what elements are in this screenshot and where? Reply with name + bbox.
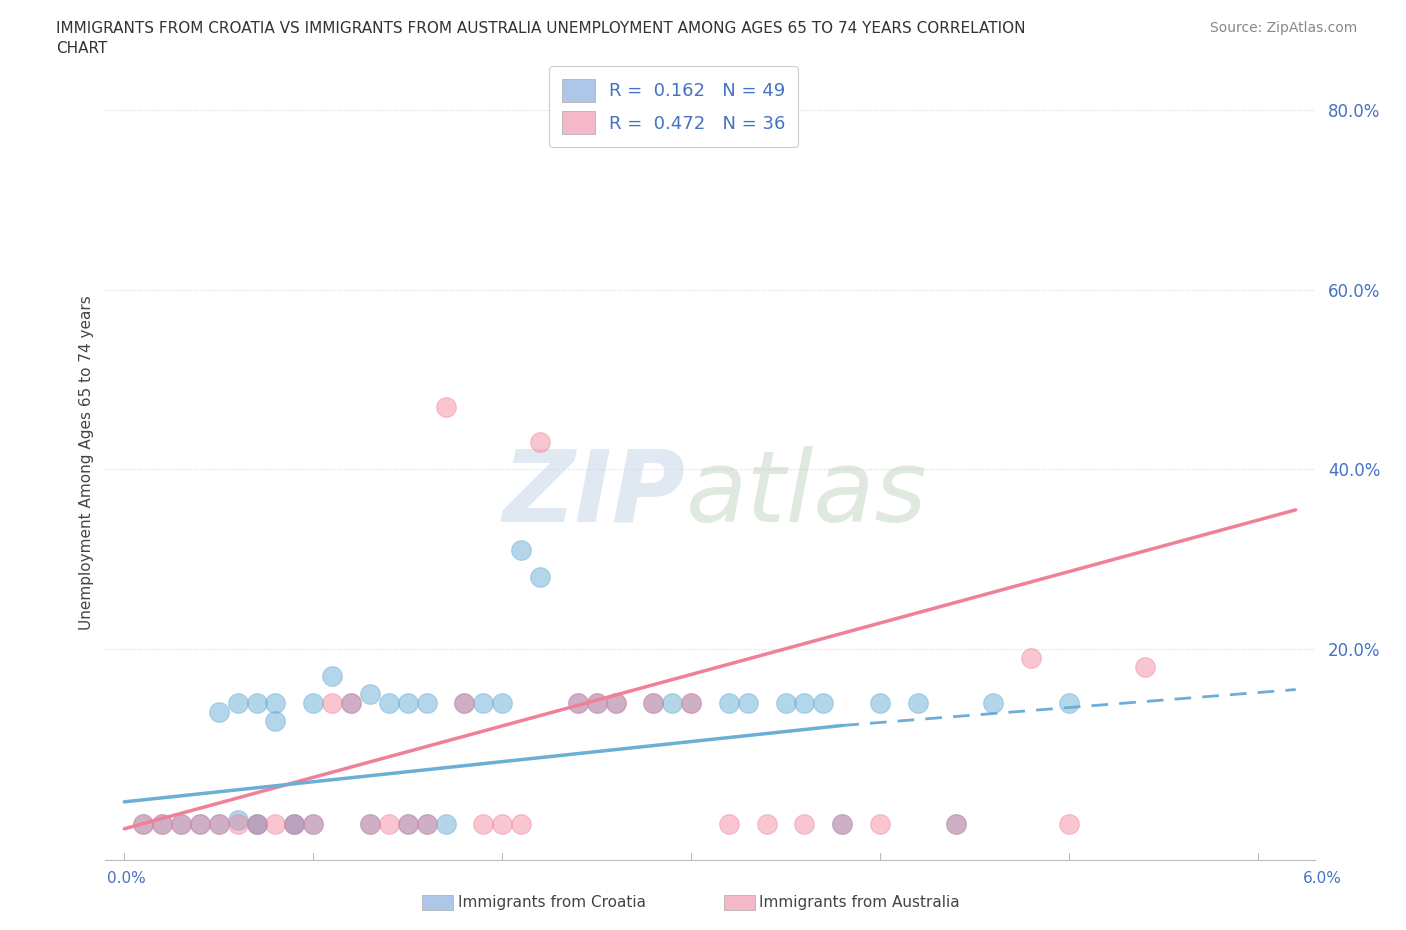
Point xyxy=(605,696,627,711)
Point xyxy=(643,696,665,711)
Point xyxy=(340,696,363,711)
Point xyxy=(208,705,231,720)
Point xyxy=(793,817,815,831)
Point xyxy=(246,817,269,831)
Text: Immigrants from Croatia: Immigrants from Croatia xyxy=(458,895,647,910)
Point xyxy=(188,817,211,831)
Point xyxy=(283,817,305,831)
Point xyxy=(529,435,551,450)
Point xyxy=(302,817,325,831)
Point xyxy=(150,817,173,831)
Point xyxy=(813,696,835,711)
Point xyxy=(907,696,929,711)
Text: IMMIGRANTS FROM CROATIA VS IMMIGRANTS FROM AUSTRALIA UNEMPLOYMENT AMONG AGES 65 : IMMIGRANTS FROM CROATIA VS IMMIGRANTS FR… xyxy=(56,21,1026,36)
Point xyxy=(737,696,759,711)
Point xyxy=(661,696,683,711)
Point xyxy=(717,696,740,711)
Point xyxy=(188,817,211,831)
Point xyxy=(775,696,797,711)
Point xyxy=(529,570,551,585)
Point xyxy=(321,669,343,684)
Point xyxy=(170,817,193,831)
Point xyxy=(472,696,495,711)
Point xyxy=(208,817,231,831)
Point xyxy=(396,817,419,831)
Point xyxy=(170,817,193,831)
Y-axis label: Unemployment Among Ages 65 to 74 years: Unemployment Among Ages 65 to 74 years xyxy=(79,296,94,630)
Point xyxy=(226,813,249,828)
Point xyxy=(264,713,287,728)
Point xyxy=(378,696,401,711)
Point xyxy=(150,817,173,831)
Point xyxy=(434,399,457,414)
Point xyxy=(246,817,269,831)
Point xyxy=(945,817,967,831)
Point xyxy=(681,696,703,711)
Point xyxy=(132,817,155,831)
Point xyxy=(415,696,437,711)
Point xyxy=(453,696,475,711)
Point xyxy=(1133,659,1156,674)
Point xyxy=(585,696,607,711)
Legend: R =  0.162   N = 49, R =  0.472   N = 36: R = 0.162 N = 49, R = 0.472 N = 36 xyxy=(550,66,799,147)
Point xyxy=(283,817,305,831)
Text: Immigrants from Australia: Immigrants from Australia xyxy=(759,895,960,910)
Point xyxy=(567,696,589,711)
Point xyxy=(793,696,815,711)
Point xyxy=(321,696,343,711)
Point xyxy=(359,817,381,831)
Point xyxy=(302,696,325,711)
Point xyxy=(264,817,287,831)
Point xyxy=(869,696,891,711)
Point xyxy=(1057,696,1080,711)
Point xyxy=(378,817,401,831)
Point xyxy=(132,817,155,831)
Point xyxy=(945,817,967,831)
Point xyxy=(605,696,627,711)
Point xyxy=(359,686,381,701)
Point xyxy=(472,817,495,831)
Point xyxy=(283,817,305,831)
Point xyxy=(831,817,853,831)
Point xyxy=(510,543,533,558)
Point xyxy=(359,817,381,831)
Point xyxy=(264,696,287,711)
Point xyxy=(340,696,363,711)
Point xyxy=(491,817,513,831)
Point xyxy=(983,696,1005,711)
Point xyxy=(226,696,249,711)
Point xyxy=(246,817,269,831)
Point xyxy=(681,696,703,711)
Point xyxy=(585,696,607,711)
Point xyxy=(453,696,475,711)
Point xyxy=(396,817,419,831)
Point xyxy=(567,696,589,711)
Text: CHART: CHART xyxy=(56,41,108,56)
Text: Source: ZipAtlas.com: Source: ZipAtlas.com xyxy=(1209,21,1357,35)
Text: ZIP: ZIP xyxy=(503,446,686,543)
Point xyxy=(869,817,891,831)
Text: 0.0%: 0.0% xyxy=(107,871,146,886)
Point xyxy=(415,817,437,831)
Point xyxy=(491,696,513,711)
Point xyxy=(302,817,325,831)
Point xyxy=(1019,651,1042,666)
Point xyxy=(1057,817,1080,831)
Point xyxy=(643,696,665,711)
Point xyxy=(434,817,457,831)
Point xyxy=(396,696,419,711)
Point xyxy=(226,817,249,831)
Point xyxy=(755,817,778,831)
Point xyxy=(717,817,740,831)
Point xyxy=(510,817,533,831)
Point xyxy=(415,817,437,831)
Text: 6.0%: 6.0% xyxy=(1302,871,1341,886)
Point xyxy=(246,696,269,711)
Text: atlas: atlas xyxy=(686,446,928,543)
Point xyxy=(208,817,231,831)
Point xyxy=(831,817,853,831)
